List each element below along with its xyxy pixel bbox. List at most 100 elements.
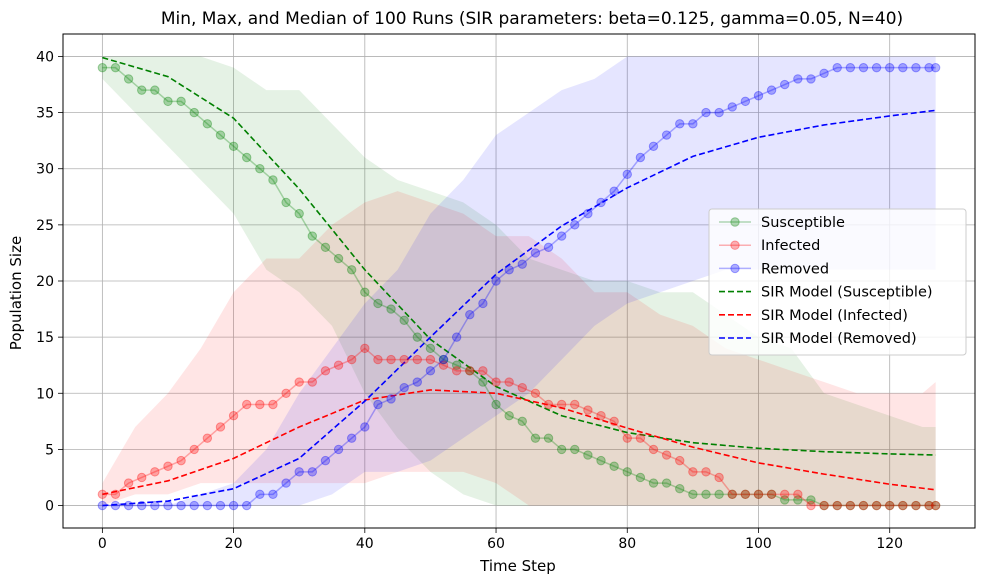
median-point-susceptible [320,242,331,253]
median-point-susceptible [871,500,882,511]
median-point-susceptible [648,478,659,488]
median-point-removed [635,152,646,163]
median-point-infected [609,416,619,427]
median-point-susceptible [924,500,934,511]
median-point-infected [110,489,121,500]
median-point-removed [451,332,462,342]
legend-label: Susceptible [761,215,845,231]
median-point-removed [622,169,632,180]
median-point-infected [307,377,318,387]
median-point-susceptible [110,62,121,73]
median-point-removed [858,62,869,73]
median-point-susceptible [346,265,357,275]
median-point-infected [635,433,646,443]
legend-label: SIR Model (Removed) [761,331,917,347]
median-point-susceptible [570,444,580,455]
median-point-susceptible [530,433,541,443]
median-point-infected [189,444,199,455]
legend-swatch-marker [730,263,740,274]
median-point-infected [845,500,856,511]
median-point-susceptible [360,287,370,297]
median-point-infected [255,399,265,410]
median-point-susceptible [583,450,593,460]
median-point-removed [740,96,751,107]
median-point-removed [675,119,685,129]
legend-box [708,208,967,356]
model-line-infected [102,389,936,496]
median-point-removed [465,309,475,320]
legend-label: SIR Model (Infected) [761,308,908,324]
x-tick-label: 0 [98,536,107,552]
x-tick-label: 100 [745,536,772,552]
median-point-susceptible [97,62,108,73]
median-point-removed [543,242,554,253]
median-point-susceptible [307,231,318,241]
median-point-removed [806,74,816,84]
median-point-susceptible [596,455,606,466]
median-point-removed [845,62,856,73]
y-tick-label: 25 [36,218,54,234]
median-point-removed [556,231,567,241]
median-point-infected [386,354,396,365]
median-point-removed [885,62,895,73]
median-point-removed [753,91,764,101]
median-point-infected [150,467,160,477]
median-point-infected [491,377,501,387]
median-point-infected [596,411,606,421]
median-point-infected [766,489,777,500]
model-lines [102,56,936,507]
y-tick-label: 20 [36,274,54,290]
legend-label: Removed [761,261,829,277]
median-point-removed [320,455,331,466]
x-tick-label: 40 [356,536,374,552]
median-point-infected [478,366,488,376]
median-point-infected [675,455,685,466]
median-point-susceptible [609,461,619,471]
median-point-susceptible [898,500,908,511]
legend-swatch-marker [730,240,740,250]
median-point-susceptible [517,416,527,427]
median-point-infected [412,354,423,365]
median-point-infected [832,500,842,511]
median-point-susceptible [556,444,567,455]
median-point-removed [97,500,108,511]
median-point-removed [517,259,527,269]
y-tick-label: 10 [36,386,54,402]
median-point-infected [898,500,908,511]
median-point-removed [268,489,278,500]
median-point-susceptible [701,489,711,500]
median-point-removed [819,68,829,78]
median-point-infected [911,500,921,511]
median-point-susceptible [150,85,160,95]
median-point-susceptible [451,360,462,370]
median-point-susceptible [123,74,134,84]
median-point-removed [911,62,921,73]
median-point-infected [806,500,816,511]
median-point-removed [793,74,803,84]
median-point-infected [688,467,698,477]
median-point-removed [425,366,436,376]
median-point-removed [596,197,606,208]
median-point-susceptible [780,495,790,505]
median-point-infected [333,360,344,370]
median-point-removed [648,141,659,151]
legend-label: SIR Model (Susceptible) [761,285,933,301]
median-point-susceptible [793,495,803,505]
median-point-infected [819,500,829,511]
median-point-removed [137,500,147,511]
median-point-removed [163,500,173,511]
median-point-susceptible [635,472,646,483]
median-point-susceptible [137,85,147,95]
median-point-susceptible [438,354,449,365]
median-point-removed [333,444,344,455]
median-point-susceptible [465,366,475,376]
median-point-infected [123,478,134,488]
chart-title: Min, Max, and Median of 100 Runs (SIR pa… [161,9,903,29]
median-point-infected [924,500,934,511]
median-point-infected [320,366,331,376]
median-point-removed [832,62,842,73]
median-point-removed [438,354,449,365]
median-point-susceptible [215,130,226,140]
median-point-removed [228,500,239,511]
median-line-removed [102,66,936,507]
